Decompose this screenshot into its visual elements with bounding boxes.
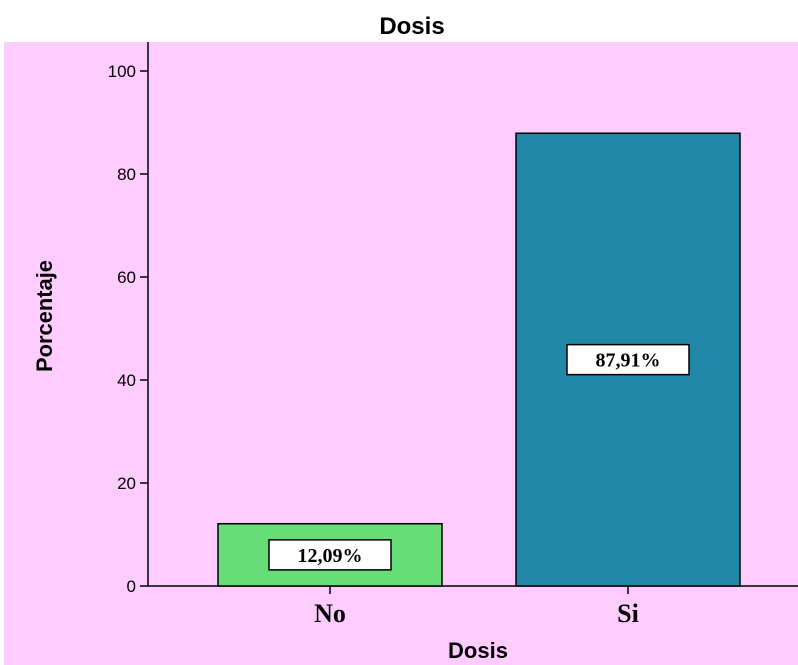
x-axis-label: Dosis <box>448 638 508 663</box>
data-labels-group: 12,09% 87,91% <box>268 343 690 571</box>
chart-title: Dosis <box>379 13 444 40</box>
data-label: 87,91% <box>596 350 661 372</box>
x-tick-label: Si <box>617 599 639 628</box>
y-axis-ticks: 0 20 40 60 80 100 <box>108 62 148 596</box>
y-tick-label: 0 <box>127 577 136 596</box>
y-tick-label: 100 <box>108 62 136 81</box>
y-tick-label: 80 <box>117 165 136 184</box>
data-label-box <box>566 343 690 376</box>
y-tick-label: 40 <box>117 371 136 390</box>
x-tick-label: No <box>314 599 346 628</box>
data-label-box <box>268 539 392 571</box>
y-tick-label: 20 <box>117 474 136 493</box>
x-axis-ticks: No Si <box>314 586 639 628</box>
data-label: 12,09% <box>298 545 363 567</box>
y-tick-label: 60 <box>117 268 136 287</box>
y-axis-label: Porcentaje <box>32 260 57 372</box>
